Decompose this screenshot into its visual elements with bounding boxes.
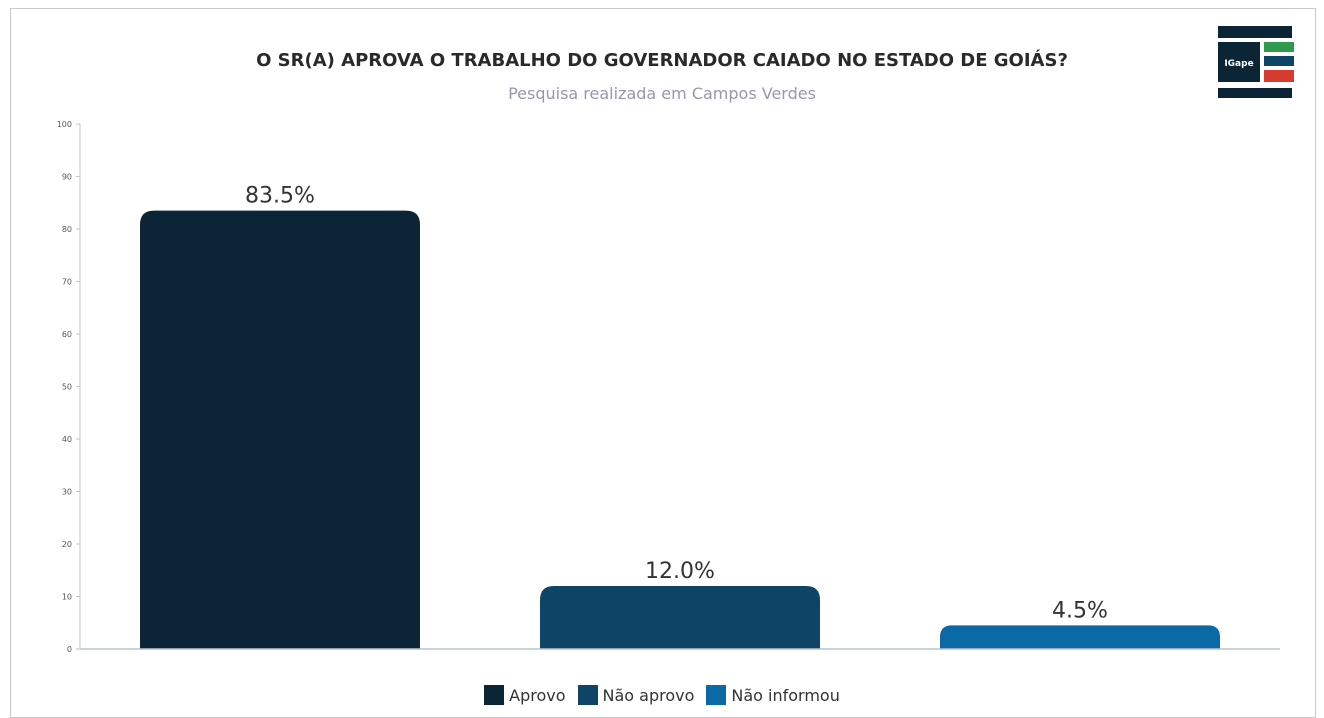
- y-tick-label: 60: [62, 330, 72, 339]
- y-tick-label: 40: [62, 435, 72, 444]
- legend-swatch-nao-informou: [706, 685, 726, 705]
- bar-nao-informou: [940, 625, 1220, 649]
- legend-item-nao-aprovo: Não aprovo: [578, 685, 695, 705]
- legend-label-nao-informou: Não informou: [731, 686, 839, 705]
- y-tick-label: 50: [62, 383, 72, 392]
- value-label-aprovo: 83.5%: [245, 184, 315, 209]
- bar-aprovo: [140, 211, 420, 649]
- y-tick-label: 20: [62, 540, 72, 549]
- y-tick-label: 80: [62, 225, 72, 234]
- y-tick-label: 30: [62, 488, 72, 497]
- legend-swatch-aprovo: [484, 685, 504, 705]
- bar-nao-aprovo: [540, 586, 820, 649]
- legend-swatch-nao-aprovo: [578, 685, 598, 705]
- legend-item-aprovo: Aprovo: [484, 685, 565, 705]
- legend-item-nao-informou: Não informou: [706, 685, 839, 705]
- y-tick-label: 0: [67, 645, 72, 654]
- legend-label-nao-aprovo: Não aprovo: [603, 686, 695, 705]
- legend: Aprovo Não aprovo Não informou: [0, 685, 1324, 705]
- y-tick-label: 10: [62, 593, 72, 602]
- legend-label-aprovo: Aprovo: [509, 686, 565, 705]
- value-label-nao-aprovo: 12.0%: [645, 559, 715, 584]
- y-tick-label: 90: [62, 173, 72, 182]
- y-tick-label: 100: [57, 120, 72, 129]
- value-label-nao-informou: 4.5%: [1052, 598, 1108, 623]
- y-tick-label: 70: [62, 278, 72, 287]
- y-axis: 0 10 20 30 40 50 60 70 80 90 100: [57, 120, 80, 654]
